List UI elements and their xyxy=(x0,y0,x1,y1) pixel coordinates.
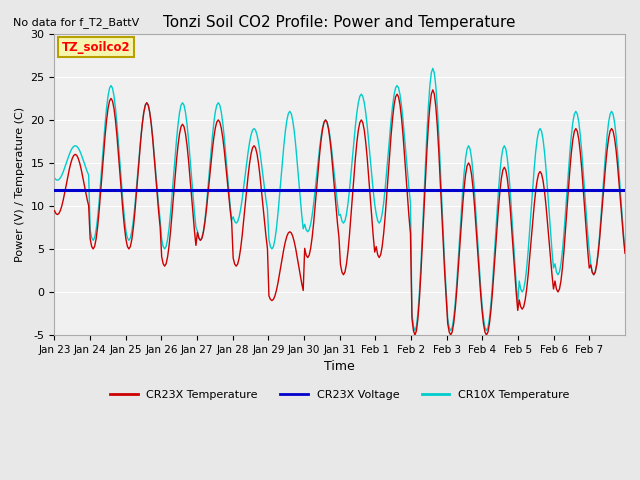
X-axis label: Time: Time xyxy=(324,360,355,373)
Title: Tonzi Soil CO2 Profile: Power and Temperature: Tonzi Soil CO2 Profile: Power and Temper… xyxy=(163,15,516,30)
Text: TZ_soilco2: TZ_soilco2 xyxy=(61,41,130,54)
Y-axis label: Power (V) / Temperature (C): Power (V) / Temperature (C) xyxy=(15,107,25,262)
Legend: CR23X Temperature, CR23X Voltage, CR10X Temperature: CR23X Temperature, CR23X Voltage, CR10X … xyxy=(106,386,574,405)
Text: No data for f_T2_BattV: No data for f_T2_BattV xyxy=(13,17,139,28)
